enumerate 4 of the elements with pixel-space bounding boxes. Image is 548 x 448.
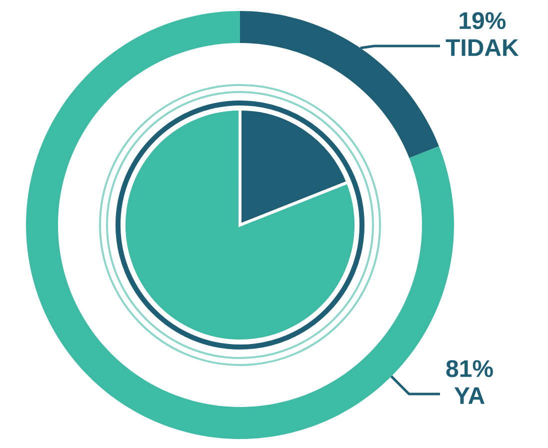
data-label: 19% <box>460 12 506 30</box>
slice-label: TIDAK <box>446 39 519 56</box>
data-label: 81% <box>446 360 493 378</box>
slice-label: YA <box>454 387 485 404</box>
